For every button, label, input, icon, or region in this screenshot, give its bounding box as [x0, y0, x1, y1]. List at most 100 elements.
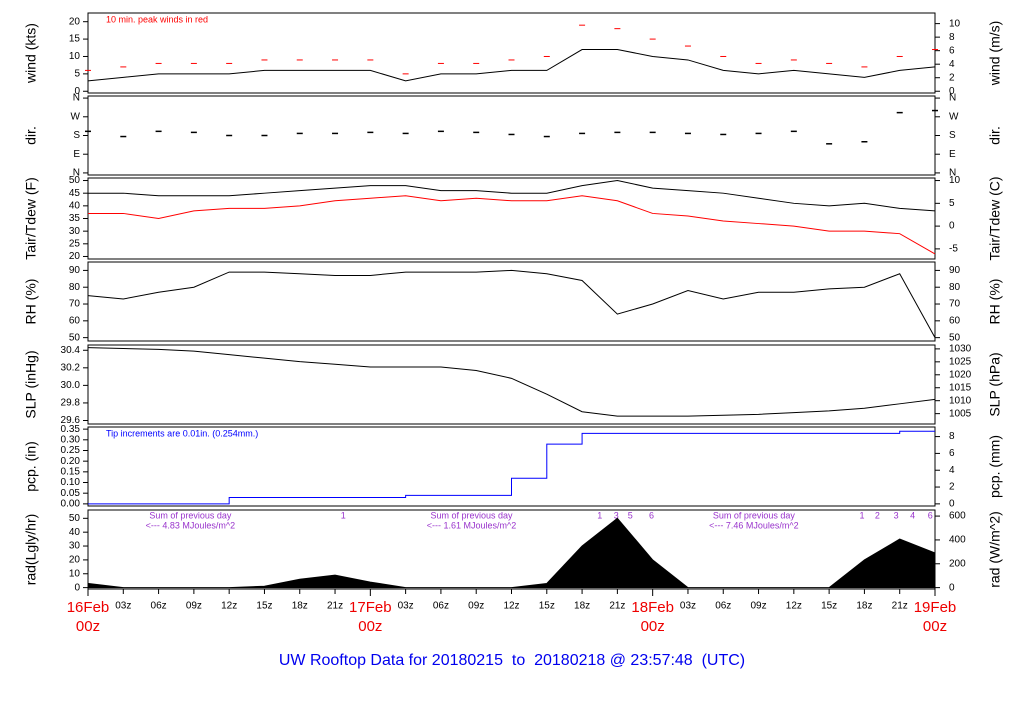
x-tick-label: 12z [503, 601, 519, 612]
y2-axis-label: Tair/Tdew (C) [987, 176, 1003, 260]
marker-label: 5 [628, 510, 633, 520]
note-line: <--- 7.46 MJoules/m^2 [709, 520, 799, 530]
y2-axis-label: RH (%) [987, 279, 1003, 325]
marker-label: 6 [649, 510, 654, 520]
note-line: <--- 1.61 MJoules/m^2 [427, 520, 517, 530]
x-tick-label: 03z [398, 601, 414, 612]
day-tick-label: 16Feb [67, 599, 110, 616]
y-axis-label: SLP (inHg) [23, 350, 39, 418]
x-tick-label: 15z [821, 601, 837, 612]
y-axis-label: rad(Lgly/hr) [23, 514, 39, 586]
y-tick-label: 80 [69, 282, 81, 293]
y-tick-label: 29.6 [61, 415, 81, 426]
y-tick-label: 0.15 [61, 466, 81, 477]
y2-tick-label: W [949, 111, 959, 122]
y-axis-label: pcp. (in) [23, 441, 39, 492]
x-tick-label: 21z [609, 601, 625, 612]
y-tick-label: 15 [69, 34, 81, 45]
y2-axis-label: rad (W/m^2) [987, 511, 1003, 588]
day-tick-hour: 00z [923, 618, 947, 635]
note-line: Sum of previous day [430, 510, 513, 520]
y-tick-label: S [73, 130, 80, 141]
y-tick-label: N [73, 93, 80, 104]
x-tick-label: 03z [115, 601, 131, 612]
y2-tick-label: 10 [949, 18, 961, 29]
y2-tick-label: 1015 [949, 382, 972, 393]
y2-tick-label: 0 [949, 86, 955, 97]
y2-tick-label: 2 [949, 482, 955, 493]
y2-tick-label: 6 [949, 45, 955, 56]
day-tick-hour: 00z [641, 618, 665, 635]
day-tick-hour: 00z [76, 618, 100, 635]
y2-axis-label: pcp. (mm) [987, 435, 1003, 498]
y-tick-label: 0 [74, 582, 80, 593]
panel-frame [87, 426, 936, 507]
y-axis-label: wind (kts) [23, 23, 39, 84]
series-area [87, 517, 936, 589]
y2-tick-label: 4 [949, 465, 955, 476]
y2-tick-label: 1030 [949, 344, 972, 355]
y-tick-label: 0.20 [61, 456, 81, 467]
note-line: Sum of previous day [713, 510, 796, 520]
x-tick-label: 18z [292, 601, 308, 612]
panel-frame [87, 344, 936, 425]
y-tick-label: 40 [69, 200, 81, 211]
y2-tick-label: 400 [949, 535, 966, 546]
y2-tick-label: -5 [949, 244, 958, 255]
y-tick-label: 29.8 [61, 398, 81, 409]
y-tick-label: 5 [74, 69, 80, 80]
x-tick-label: 12z [221, 601, 237, 612]
y-tick-label: 50 [69, 513, 81, 524]
y2-tick-label: E [949, 149, 956, 160]
panel-frame [87, 12, 936, 94]
series-line [87, 49, 936, 82]
y2-tick-label: 0 [949, 499, 955, 510]
panel-frame [87, 261, 936, 342]
day-tick-label: 19Feb [914, 599, 957, 616]
marker-label: 3 [894, 510, 899, 520]
y2-tick-label: 8 [949, 431, 955, 442]
x-tick-label: 21z [892, 601, 908, 612]
y-tick-label: 30.2 [61, 362, 81, 373]
x-tick-label: 09z [186, 601, 202, 612]
y-tick-label: 30 [69, 541, 81, 552]
marker-label: 1 [597, 510, 602, 520]
x-tick-label: 06z [715, 601, 731, 612]
marker-label: 4 [910, 510, 915, 520]
x-tick-label: 09z [750, 601, 766, 612]
x-tick-label: 03z [680, 601, 696, 612]
y-tick-label: 30 [69, 226, 81, 237]
y2-tick-label: 4 [949, 59, 955, 70]
y-tick-label: 10 [69, 568, 81, 579]
y-tick-label: 50 [69, 332, 81, 343]
y2-axis-label: wind (m/s) [987, 21, 1003, 87]
x-tick-label: 18z [856, 601, 872, 612]
y-tick-label: 90 [69, 265, 81, 276]
day-tick-label: 17Feb [349, 599, 392, 616]
y-axis-label: Tair/Tdew (F) [23, 177, 39, 259]
y-tick-label: 30.0 [61, 380, 81, 391]
y-tick-label: 0.05 [61, 488, 81, 499]
y-tick-label: 45 [69, 188, 81, 199]
y-tick-label: 50 [69, 175, 81, 186]
y2-tick-label: 600 [949, 511, 966, 522]
y2-tick-label: 70 [949, 299, 961, 310]
y-axis-label: dir. [23, 126, 39, 145]
day-tick-label: 18Feb [631, 599, 674, 616]
y-tick-label: W [71, 111, 81, 122]
x-tick-label: 06z [151, 601, 167, 612]
y-tick-label: 0.35 [61, 424, 81, 435]
y-tick-label: 0.25 [61, 445, 81, 456]
series-line [88, 180, 936, 212]
x-tick-label: 18z [574, 601, 590, 612]
y2-tick-label: 1020 [949, 369, 972, 380]
y-tick-label: 10 [69, 51, 81, 62]
y-tick-label: N [73, 168, 80, 179]
x-tick-label: 12z [786, 601, 802, 612]
note-line: Sum of previous day [149, 510, 232, 520]
x-tick-label: 06z [433, 601, 449, 612]
y2-tick-label: S [949, 130, 956, 141]
y-tick-label: 30.4 [61, 345, 81, 356]
x-tick-label: 09z [468, 601, 484, 612]
